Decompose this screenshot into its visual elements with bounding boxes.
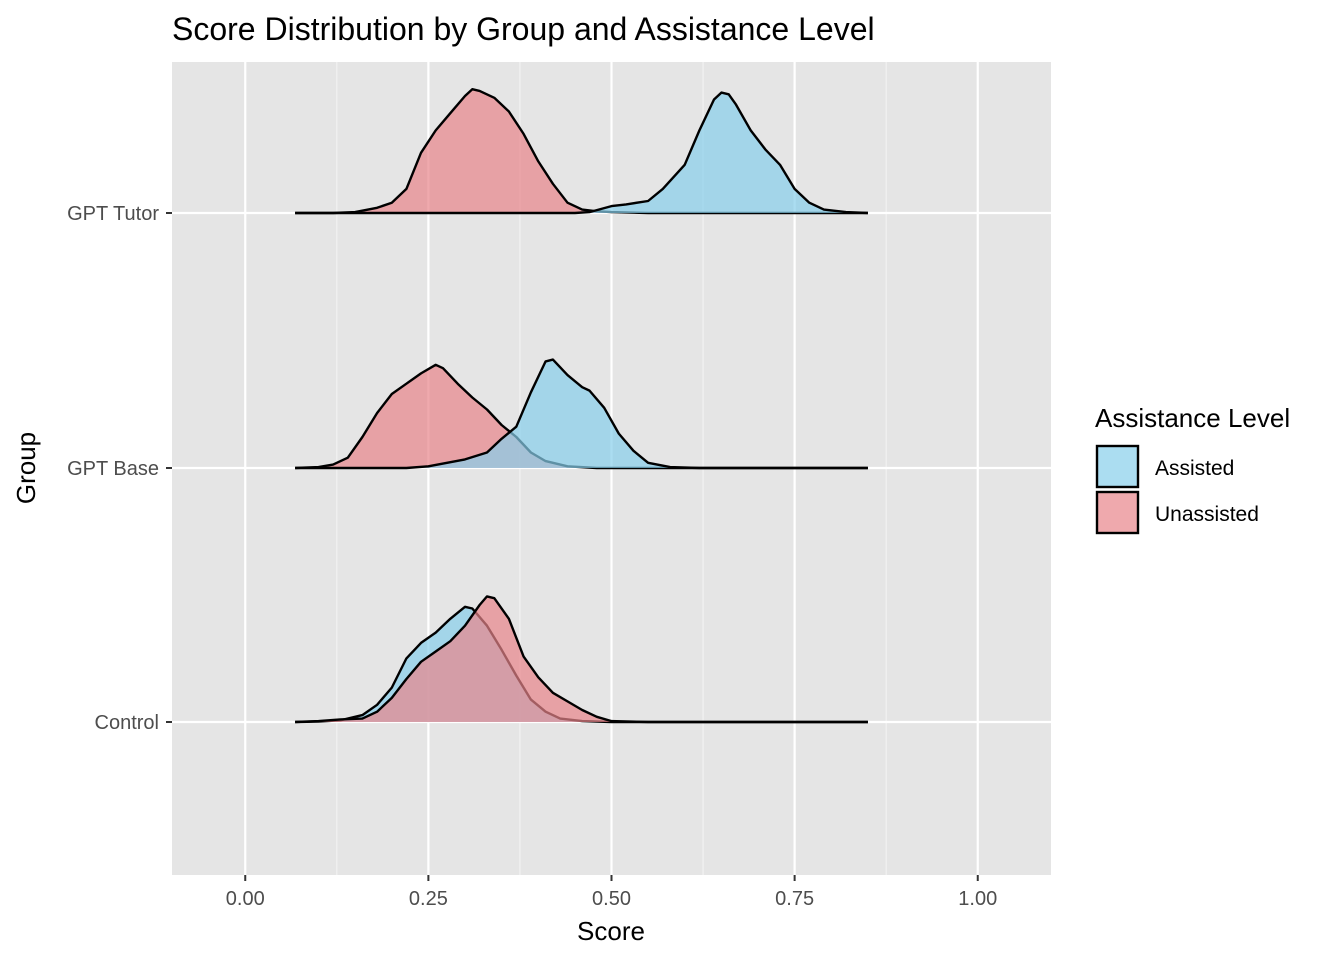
ridge-gpt-tutor-assisted-area [295, 92, 868, 213]
ridge-gpt-tutor-unassisted-area [295, 89, 868, 213]
ridge-gpt-base-assisted-outline [295, 358, 868, 470]
ridge-control-unassisted-area [295, 596, 868, 722]
legend-label-unassisted: Unassisted [1155, 503, 1259, 526]
legend-title: Assistance Level [1095, 403, 1290, 433]
x-axis-title: Score [577, 916, 645, 946]
ridge-gpt-base-unassisted-area [295, 364, 868, 468]
chart-title: Score Distribution by Group and Assistan… [172, 11, 875, 47]
ridge-control-unassisted-outline [295, 595, 868, 724]
y-tick-label: GPT Tutor [67, 203, 159, 225]
legend-key-unassisted [1095, 490, 1140, 535]
ridge-gpt-base-assisted-area [295, 359, 868, 468]
legend: Assistance Level Assisted Unassisted [1095, 403, 1290, 535]
y-tick-label: Control [95, 712, 159, 734]
density-ridges [295, 88, 868, 724]
y-tick-label: GPT Base [67, 458, 159, 480]
x-tick-label: 0.50 [592, 888, 631, 910]
y-axis-title: Group [11, 432, 41, 504]
legend-label-assisted: Assisted [1155, 457, 1234, 480]
ridge-gpt-tutor-unassisted-outline [295, 88, 868, 215]
y-axis: Control GPT Base GPT Tutor [67, 203, 172, 734]
x-tick-label: 0.00 [226, 888, 265, 910]
x-tick-label: 0.25 [409, 888, 448, 910]
legend-key-assisted [1095, 444, 1140, 489]
ridge-gpt-tutor-assisted-outline [295, 91, 868, 215]
x-axis: 0.00 0.25 0.50 0.75 1.00 [226, 875, 997, 910]
x-tick-label: 1.00 [958, 888, 997, 910]
x-tick-label: 0.75 [775, 888, 814, 910]
